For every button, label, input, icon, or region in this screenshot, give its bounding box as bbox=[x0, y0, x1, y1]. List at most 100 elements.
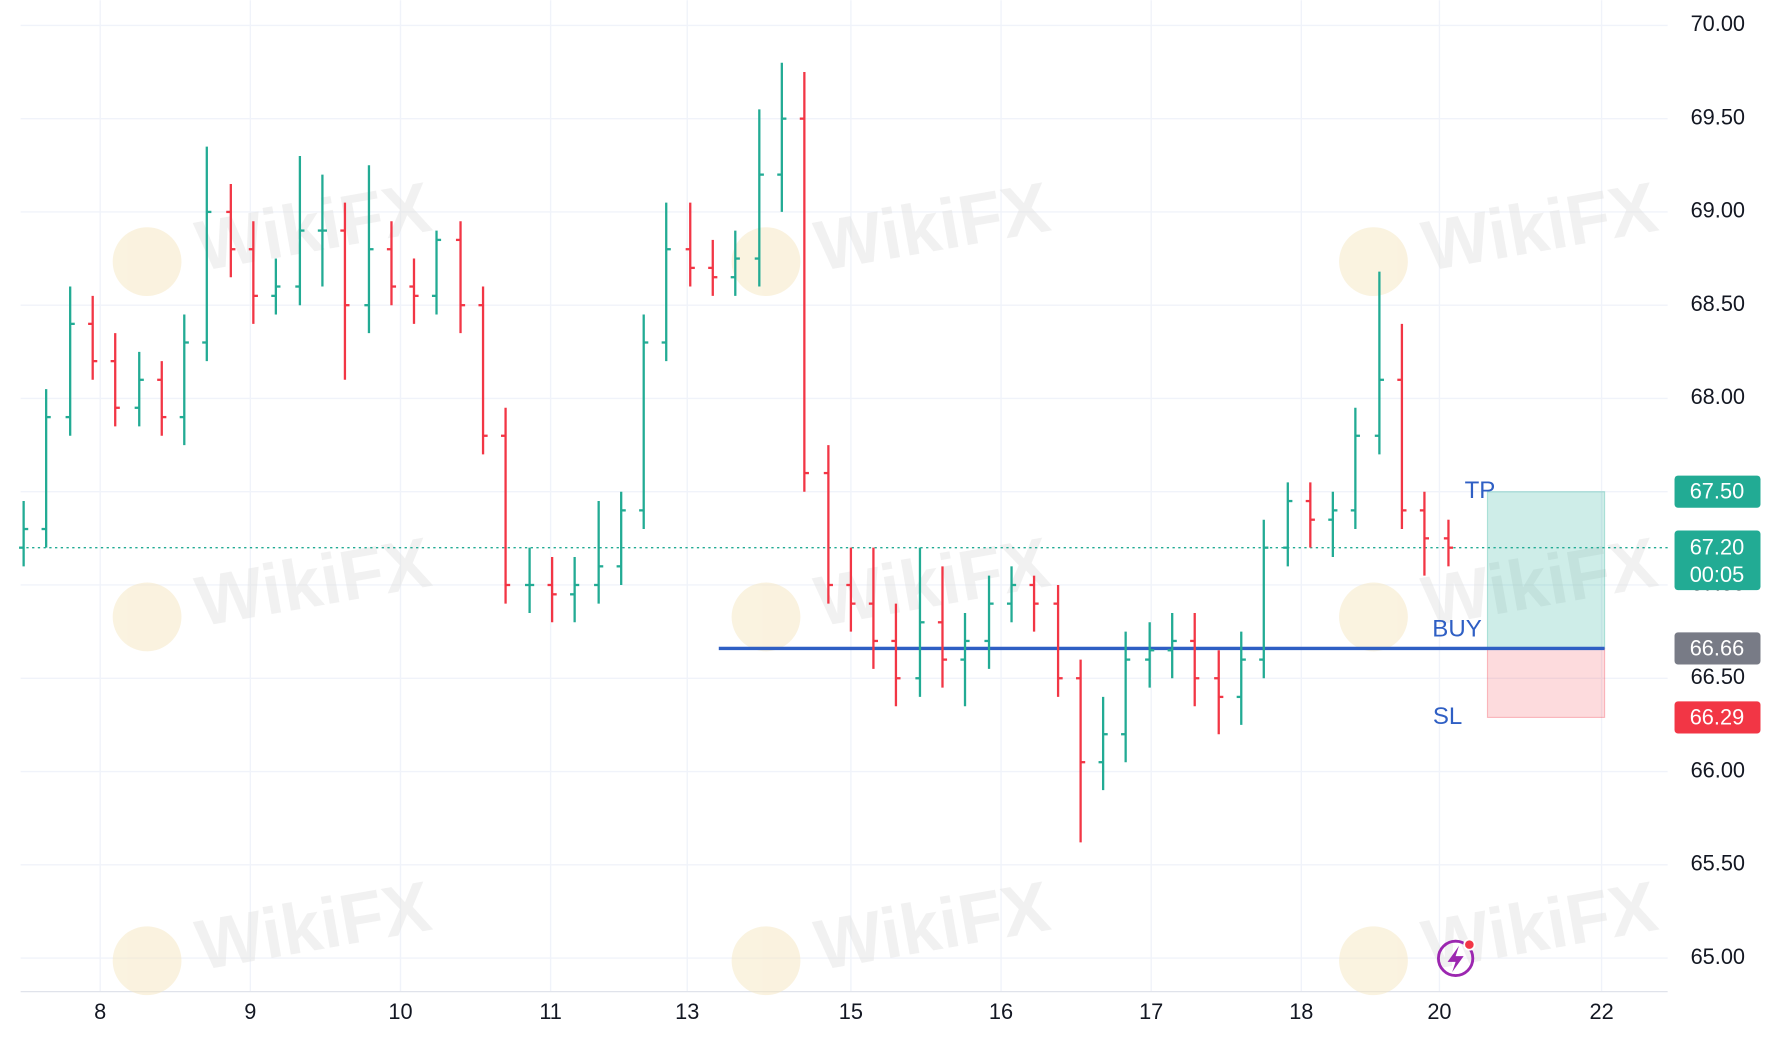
y-tick-label: 65.50 bbox=[1691, 851, 1745, 876]
x-tick-label: 22 bbox=[1589, 999, 1613, 1024]
x-tick-label: 8 bbox=[94, 999, 106, 1024]
ohlc-bar bbox=[1076, 659, 1086, 843]
ohlc-bar bbox=[1236, 631, 1246, 725]
watermark-logo bbox=[731, 582, 801, 652]
x-tick-label: 9 bbox=[244, 999, 256, 1024]
ohlc-bar bbox=[19, 501, 29, 567]
ohlc-bar bbox=[65, 286, 75, 436]
watermark-logo bbox=[731, 926, 801, 996]
ohlc-bar bbox=[616, 491, 626, 585]
ohlc-bar bbox=[1397, 323, 1407, 530]
y-tick-label: 65.00 bbox=[1691, 944, 1745, 969]
ohlc-bar bbox=[157, 361, 167, 436]
position-tool-layer: TP BUY SL bbox=[20, 477, 1668, 730]
y-tick-label: 69.00 bbox=[1691, 198, 1745, 223]
ohlc-bar bbox=[1259, 519, 1269, 679]
ohlc-bar bbox=[754, 109, 764, 287]
ohlc-bar bbox=[88, 295, 98, 380]
ohlc-bar bbox=[1214, 650, 1224, 735]
ohlc-bar bbox=[799, 72, 809, 492]
ohlc-bar bbox=[317, 174, 327, 287]
x-tick-label: 18 bbox=[1289, 999, 1313, 1024]
y-tick-label: 69.50 bbox=[1691, 104, 1745, 129]
ohlc-bar bbox=[1350, 407, 1360, 530]
ohlc-bar bbox=[1190, 612, 1200, 707]
ohlc-bar bbox=[777, 62, 787, 212]
sl-label: SL bbox=[1433, 703, 1462, 730]
stop-loss-price-box bbox=[1674, 701, 1761, 734]
entry-label: BUY bbox=[1432, 615, 1481, 642]
y-tick-label: 68.00 bbox=[1691, 384, 1745, 409]
x-tick-label: 15 bbox=[839, 999, 863, 1024]
ohlc-bar bbox=[594, 501, 604, 604]
watermark-logo bbox=[112, 926, 182, 996]
ohlc-bar bbox=[1283, 482, 1293, 567]
watermark-logo bbox=[1339, 227, 1408, 297]
ohlc-bar bbox=[364, 165, 374, 334]
last-price-box bbox=[1674, 530, 1761, 591]
ohlc-bar bbox=[1006, 566, 1017, 623]
ohlc-bar bbox=[891, 603, 901, 707]
ohlc-bar bbox=[1167, 612, 1177, 679]
ohlc-bar bbox=[846, 547, 856, 632]
ohlc-bar bbox=[431, 230, 442, 315]
ohlc-bar bbox=[134, 351, 144, 427]
axis-layer: 65.0065.5066.0066.5067.0067.5068.0068.50… bbox=[94, 11, 1761, 1024]
y-tick-label: 70.00 bbox=[1691, 11, 1745, 36]
x-tick-label: 10 bbox=[388, 999, 412, 1024]
ohlc-bar bbox=[1419, 491, 1430, 576]
entry-price-box bbox=[1674, 632, 1761, 665]
x-tick-label: 16 bbox=[989, 999, 1013, 1024]
x-tick-label: 11 bbox=[539, 999, 562, 1024]
icon-bolt bbox=[1447, 945, 1464, 973]
ohlc-bar bbox=[823, 445, 833, 604]
ohlc-bar bbox=[1145, 622, 1155, 688]
watermark-logo bbox=[112, 227, 182, 297]
ohlc-bar bbox=[110, 333, 120, 427]
bars-layer bbox=[19, 62, 1454, 843]
ohlc-bar bbox=[937, 566, 948, 688]
ohlc-bar bbox=[455, 221, 466, 334]
countdown-text: 00:05 bbox=[1690, 562, 1744, 587]
ohlc-bar bbox=[661, 202, 671, 362]
watermark-logo bbox=[1339, 926, 1408, 996]
ohlc-bar bbox=[960, 612, 970, 707]
watermark-logo bbox=[731, 227, 801, 297]
x-tick-label: 13 bbox=[675, 999, 699, 1024]
stop-loss-zone bbox=[1486, 647, 1606, 719]
entry-price-text: 66.66 bbox=[1690, 635, 1744, 660]
ohlc-bar bbox=[1098, 696, 1108, 791]
ohlc-bar bbox=[525, 547, 535, 613]
ohlc-bar bbox=[271, 258, 281, 315]
y-tick-label: 66.50 bbox=[1691, 664, 1745, 689]
lightning-icon[interactable] bbox=[1436, 938, 1476, 978]
icon-dot bbox=[1463, 938, 1476, 951]
ohlc-bar bbox=[202, 146, 212, 362]
ohlc-bar bbox=[248, 221, 258, 324]
take-profit-price-box bbox=[1674, 475, 1761, 508]
ohlc-bar bbox=[1305, 482, 1315, 548]
last-price-text: 67.20 bbox=[1690, 535, 1744, 560]
ohlc-bar bbox=[685, 202, 695, 287]
ohlc-bar bbox=[500, 407, 511, 604]
ohlc-bar bbox=[295, 155, 305, 306]
ohlc-bar bbox=[41, 389, 51, 548]
grid-layer bbox=[20, 0, 1668, 993]
ohlc-bar bbox=[226, 183, 236, 278]
ohlc-bar bbox=[708, 239, 718, 296]
x-tick-label: 20 bbox=[1427, 999, 1451, 1024]
y-tick-label: 68.50 bbox=[1691, 291, 1745, 316]
ohlc-bar bbox=[547, 557, 557, 623]
ohlc-bar bbox=[1328, 491, 1338, 558]
watermark-logo bbox=[1339, 582, 1408, 652]
watermark-logo bbox=[112, 582, 182, 652]
x-tick-label: 17 bbox=[1139, 999, 1163, 1024]
ohlc-bar bbox=[1121, 631, 1131, 763]
take-profit-zone bbox=[1486, 491, 1606, 649]
stop-loss-price-text: 66.29 bbox=[1690, 704, 1744, 729]
ohlc-bar bbox=[730, 230, 740, 296]
y-tick-label: 66.00 bbox=[1691, 757, 1745, 782]
